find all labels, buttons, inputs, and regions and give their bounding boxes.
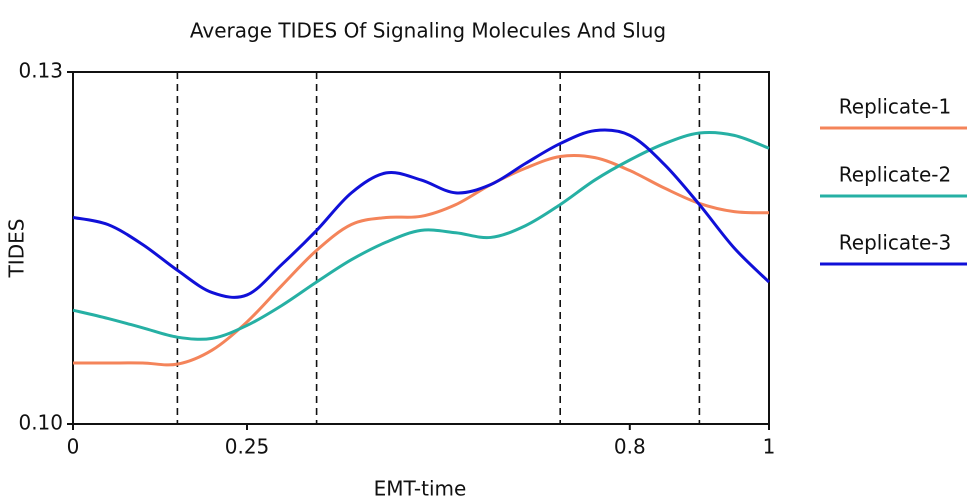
y-axis-label: TIDES	[5, 219, 29, 279]
data-line	[72, 128, 771, 299]
x-axis-label: EMT-time	[374, 477, 467, 501]
plot-frame	[72, 71, 770, 425]
x-tick-label: 0.8	[614, 435, 646, 459]
legend-label: Replicate-3	[839, 231, 951, 255]
chart-title: Average TIDES Of Signaling Molecules And…	[190, 19, 666, 43]
x-tick-label: 1	[763, 435, 776, 459]
data-line	[72, 153, 770, 367]
data-line	[72, 130, 770, 341]
x-tick-label: 0.25	[225, 435, 270, 459]
y-tick-label: 0.10	[18, 411, 63, 435]
x-tick-label: 0	[67, 435, 80, 459]
legend-label: Replicate-1	[839, 95, 951, 119]
legend-label: Replicate-2	[839, 163, 951, 187]
y-tick-label: 0.13	[18, 59, 63, 83]
